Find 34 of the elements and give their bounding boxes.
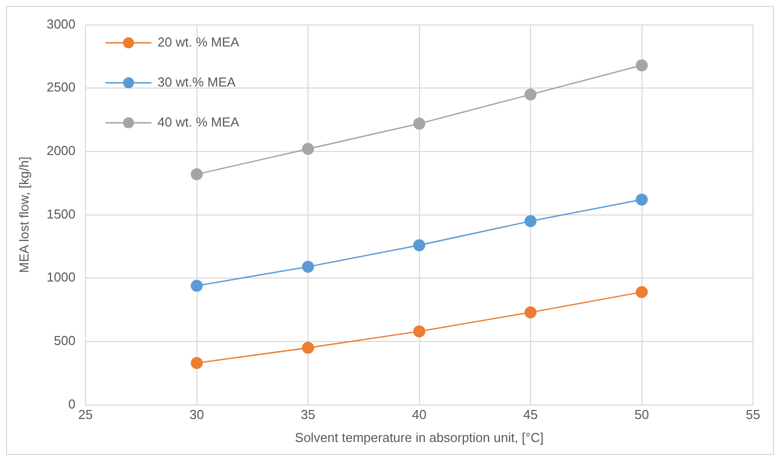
point <box>302 142 314 155</box>
point <box>413 118 426 130</box>
point <box>636 286 648 298</box>
x-axis-title: Solvent temperature in absorption unit, [°C] <box>294 430 544 445</box>
x-tick-label: 35 <box>300 407 316 422</box>
legend-label: 20 wt. % MEA <box>158 34 240 50</box>
y-tick-label: 2000 <box>46 143 76 158</box>
point <box>524 215 537 228</box>
y-tick-label: 0 <box>68 396 76 412</box>
y-tick-label: 1000 <box>46 270 76 285</box>
legend-label: 30 wt.% MEA <box>158 74 236 90</box>
legend-label: 40 wt. % MEA <box>158 114 240 130</box>
point <box>413 239 426 252</box>
y-tick-label: 1500 <box>46 206 76 222</box>
x-tick-label: 45 <box>523 407 538 422</box>
point <box>636 194 648 206</box>
point <box>524 306 537 318</box>
x-tick-label: 25 <box>78 407 93 422</box>
point <box>636 59 648 72</box>
x-tick-label: 40 <box>412 407 426 422</box>
point <box>302 342 314 354</box>
x-tick-label: 50 <box>634 407 649 422</box>
x-tick-label: 55 <box>746 407 760 422</box>
y-tick-label: 2500 <box>46 80 76 95</box>
point <box>413 325 426 338</box>
point <box>190 168 203 180</box>
point <box>190 280 203 292</box>
point <box>524 88 537 100</box>
point <box>302 260 314 273</box>
y-axis-title: MEA lost flow, [kg/h] <box>16 156 32 273</box>
x-tick-label: 30 <box>190 407 204 422</box>
y-tick-label: 3000 <box>46 16 76 32</box>
y-tick-label: 500 <box>54 333 76 348</box>
point <box>190 357 203 369</box>
